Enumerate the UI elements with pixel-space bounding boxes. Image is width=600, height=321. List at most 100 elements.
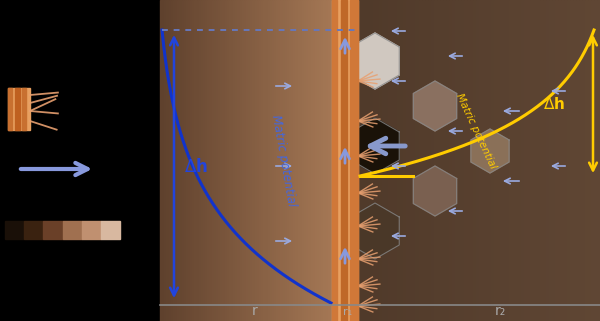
Bar [527, 0, 531, 321]
Bar [238, 0, 240, 321]
Bar [24, 221, 43, 239]
Bar [209, 0, 212, 321]
Bar [488, 0, 491, 321]
Bar [194, 0, 197, 321]
Bar [446, 0, 449, 321]
Polygon shape [351, 203, 399, 259]
Bar [588, 0, 592, 321]
Bar [289, 0, 292, 321]
Bar [278, 0, 281, 321]
Bar [500, 0, 504, 321]
Bar [224, 0, 227, 321]
Bar [585, 0, 589, 321]
Bar [594, 0, 598, 321]
Bar [548, 0, 552, 321]
Bar [455, 0, 458, 321]
Bar [564, 0, 567, 321]
Bar [205, 0, 208, 321]
Bar [554, 0, 558, 321]
Text: r₂: r₂ [494, 304, 506, 318]
Bar [223, 0, 225, 321]
Bar [257, 0, 259, 321]
Bar [233, 0, 236, 321]
Bar [545, 0, 549, 321]
Bar [570, 0, 573, 321]
Text: Matric potential: Matric potential [269, 114, 298, 208]
Bar [162, 0, 165, 321]
Bar [485, 0, 488, 321]
Bar [0, 0, 160, 321]
Bar [306, 0, 309, 321]
Text: r₁: r₁ [343, 307, 353, 317]
Bar [494, 0, 497, 321]
Bar [406, 0, 410, 321]
Bar [239, 0, 242, 321]
Bar [272, 0, 274, 321]
Bar [379, 0, 383, 321]
Bar [332, 0, 337, 321]
Bar [341, 0, 347, 321]
Bar [358, 0, 362, 321]
Bar [521, 0, 525, 321]
Bar [308, 0, 311, 321]
Bar [5, 221, 24, 239]
Bar [298, 0, 300, 321]
Bar [201, 0, 203, 321]
Bar [385, 0, 389, 321]
Bar [458, 0, 461, 321]
Polygon shape [351, 33, 399, 89]
Bar [171, 0, 173, 321]
Bar [464, 0, 467, 321]
Bar [364, 0, 368, 321]
Bar [394, 0, 398, 321]
Bar [182, 0, 184, 321]
Bar [506, 0, 510, 321]
Bar [403, 0, 407, 321]
Bar [431, 0, 434, 321]
Bar [482, 0, 485, 321]
Bar [199, 0, 202, 321]
Bar [591, 0, 595, 321]
Bar [164, 0, 167, 321]
Bar [259, 0, 262, 321]
Bar [287, 0, 290, 321]
Bar [332, 0, 358, 321]
Bar [582, 0, 586, 321]
Bar [470, 0, 473, 321]
Bar [323, 0, 326, 321]
Bar [302, 0, 305, 321]
Bar [101, 221, 120, 239]
Bar [434, 0, 437, 321]
Bar [449, 0, 452, 321]
Bar [512, 0, 516, 321]
Text: $\Delta$h: $\Delta$h [543, 96, 565, 112]
Bar [473, 0, 476, 321]
Bar [367, 0, 371, 321]
Bar [422, 0, 425, 321]
Bar [62, 221, 82, 239]
Bar [415, 0, 419, 321]
Bar [197, 0, 199, 321]
Bar [597, 0, 600, 321]
Bar [388, 0, 392, 321]
Bar [518, 0, 522, 321]
Bar [214, 0, 217, 321]
Bar [293, 0, 296, 321]
Bar [218, 0, 221, 321]
Bar [244, 0, 247, 321]
Bar [376, 0, 380, 321]
Bar [353, 0, 358, 321]
Bar [425, 0, 428, 321]
Bar [428, 0, 431, 321]
Text: Matric potential: Matric potential [454, 92, 498, 170]
Bar [216, 0, 218, 321]
Bar [8, 88, 30, 130]
Bar [253, 0, 255, 321]
Bar [43, 221, 62, 239]
Bar [254, 0, 257, 321]
Bar [280, 0, 283, 321]
Bar [503, 0, 507, 321]
Bar [476, 0, 479, 321]
Bar [175, 0, 178, 321]
Bar [524, 0, 528, 321]
